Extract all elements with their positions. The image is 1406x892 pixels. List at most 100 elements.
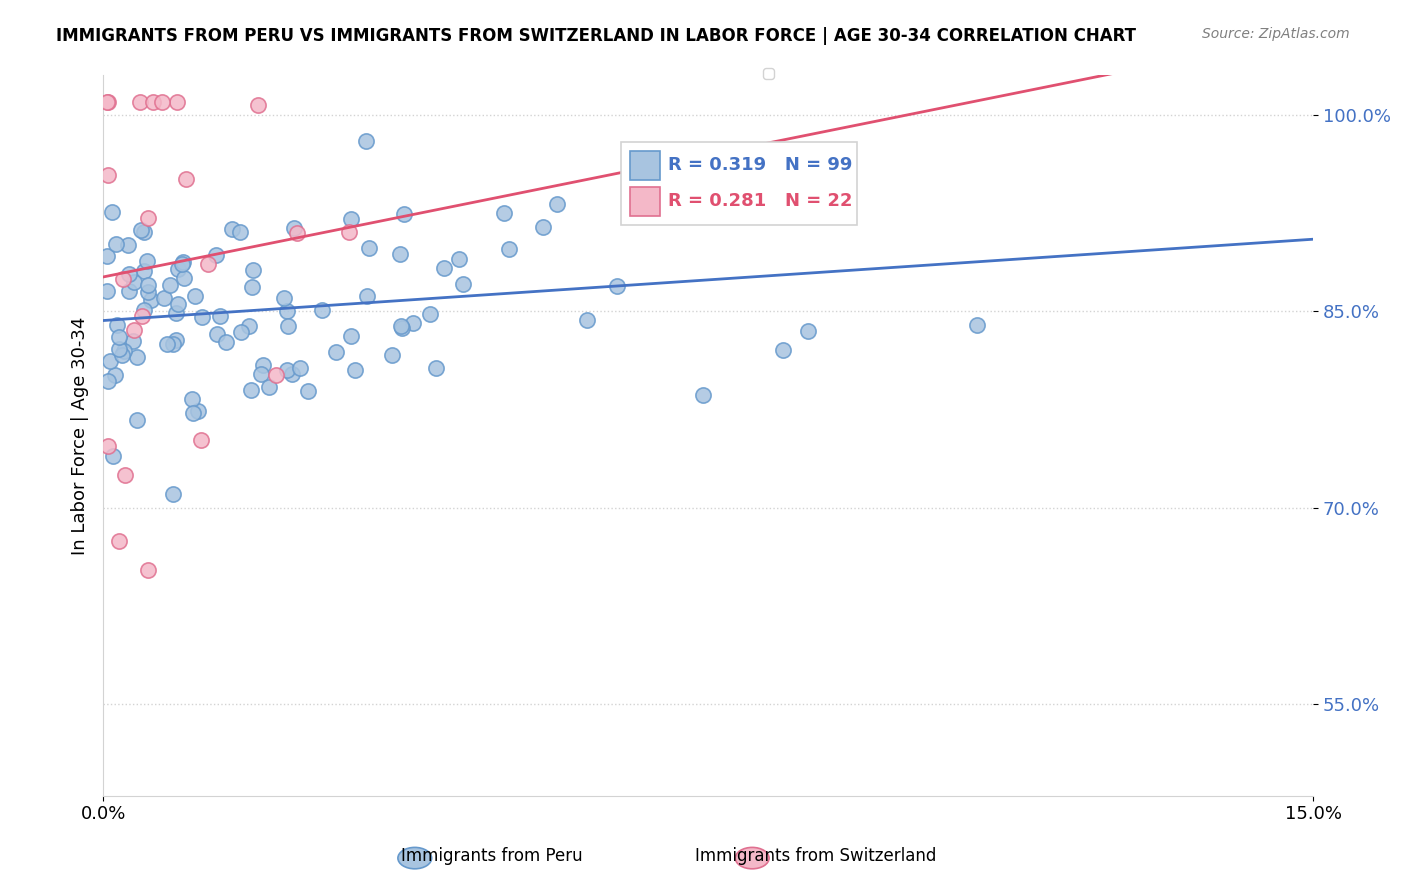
- Point: [136, 211, 159, 225]
- Point: [389, 247, 412, 261]
- Point: [229, 325, 252, 339]
- Point: [311, 303, 333, 318]
- Point: [339, 211, 361, 226]
- Point: [402, 316, 425, 330]
- Text: Immigrants from Peru: Immigrants from Peru: [401, 847, 583, 865]
- Point: [159, 277, 181, 292]
- Point: [122, 334, 145, 349]
- Point: [273, 291, 295, 305]
- Point: [107, 342, 129, 356]
- Point: [173, 271, 195, 285]
- Point: [136, 277, 159, 292]
- Point: [576, 313, 599, 327]
- Point: [190, 434, 212, 448]
- Text: Source: ZipAtlas.com: Source: ZipAtlas.com: [1202, 27, 1350, 41]
- Point: [381, 348, 404, 362]
- Point: [276, 363, 298, 377]
- FancyBboxPatch shape: [630, 187, 659, 216]
- Point: [114, 467, 136, 482]
- Point: [172, 255, 194, 269]
- Point: [247, 98, 270, 112]
- Point: [136, 253, 159, 268]
- Point: [392, 207, 415, 221]
- Point: [276, 304, 298, 318]
- Point: [340, 329, 363, 343]
- Point: [107, 329, 129, 343]
- Point: [277, 319, 299, 334]
- Legend: : [763, 68, 775, 79]
- FancyBboxPatch shape: [621, 143, 858, 225]
- Point: [162, 336, 184, 351]
- Point: [174, 172, 197, 186]
- Point: [97, 374, 120, 388]
- Point: [606, 278, 628, 293]
- Point: [97, 440, 120, 454]
- Text: R = 0.319   N = 99: R = 0.319 N = 99: [668, 156, 852, 174]
- FancyBboxPatch shape: [630, 151, 659, 180]
- Point: [136, 563, 159, 577]
- Point: [187, 404, 209, 418]
- Point: [799, 195, 821, 210]
- Point: [204, 248, 226, 262]
- Point: [105, 236, 128, 251]
- Point: [772, 343, 794, 358]
- Point: [494, 206, 516, 220]
- Point: [283, 221, 305, 235]
- Point: [131, 309, 153, 323]
- Point: [264, 368, 287, 382]
- Point: [101, 204, 124, 219]
- Point: [127, 413, 149, 427]
- Point: [285, 227, 308, 241]
- Circle shape: [398, 847, 432, 869]
- Point: [118, 284, 141, 298]
- Point: [101, 449, 124, 463]
- Point: [122, 323, 145, 337]
- Point: [127, 350, 149, 364]
- Point: [166, 95, 188, 109]
- Point: [132, 303, 155, 318]
- Point: [118, 268, 141, 282]
- Point: [433, 260, 456, 275]
- Point: [132, 225, 155, 239]
- Point: [142, 95, 165, 109]
- Point: [184, 288, 207, 302]
- Point: [240, 279, 263, 293]
- Circle shape: [735, 847, 769, 869]
- Point: [391, 321, 413, 335]
- Point: [356, 134, 378, 148]
- Point: [498, 242, 520, 256]
- Point: [98, 354, 121, 368]
- Text: R = 0.281   N = 22: R = 0.281 N = 22: [668, 193, 853, 211]
- Point: [699, 210, 721, 224]
- Point: [531, 219, 554, 234]
- Point: [129, 95, 152, 109]
- Point: [205, 326, 228, 341]
- Point: [162, 486, 184, 500]
- Point: [96, 95, 118, 109]
- Point: [692, 388, 714, 402]
- Point: [796, 324, 818, 338]
- Point: [240, 383, 263, 397]
- Point: [104, 368, 127, 383]
- Point: [658, 188, 681, 202]
- Point: [546, 196, 568, 211]
- Point: [167, 297, 190, 311]
- Point: [117, 237, 139, 252]
- Point: [259, 380, 281, 394]
- Point: [96, 249, 118, 263]
- Point: [357, 241, 380, 255]
- Point: [238, 318, 260, 333]
- Point: [242, 263, 264, 277]
- Point: [165, 333, 187, 347]
- Point: [181, 406, 204, 420]
- Point: [129, 223, 152, 237]
- Point: [325, 345, 347, 359]
- Point: [447, 252, 470, 266]
- Text: Immigrants from Switzerland: Immigrants from Switzerland: [695, 847, 936, 865]
- Point: [453, 277, 475, 291]
- Point: [197, 257, 219, 271]
- Point: [339, 225, 361, 239]
- Point: [96, 95, 118, 109]
- Point: [181, 392, 204, 406]
- Point: [425, 360, 447, 375]
